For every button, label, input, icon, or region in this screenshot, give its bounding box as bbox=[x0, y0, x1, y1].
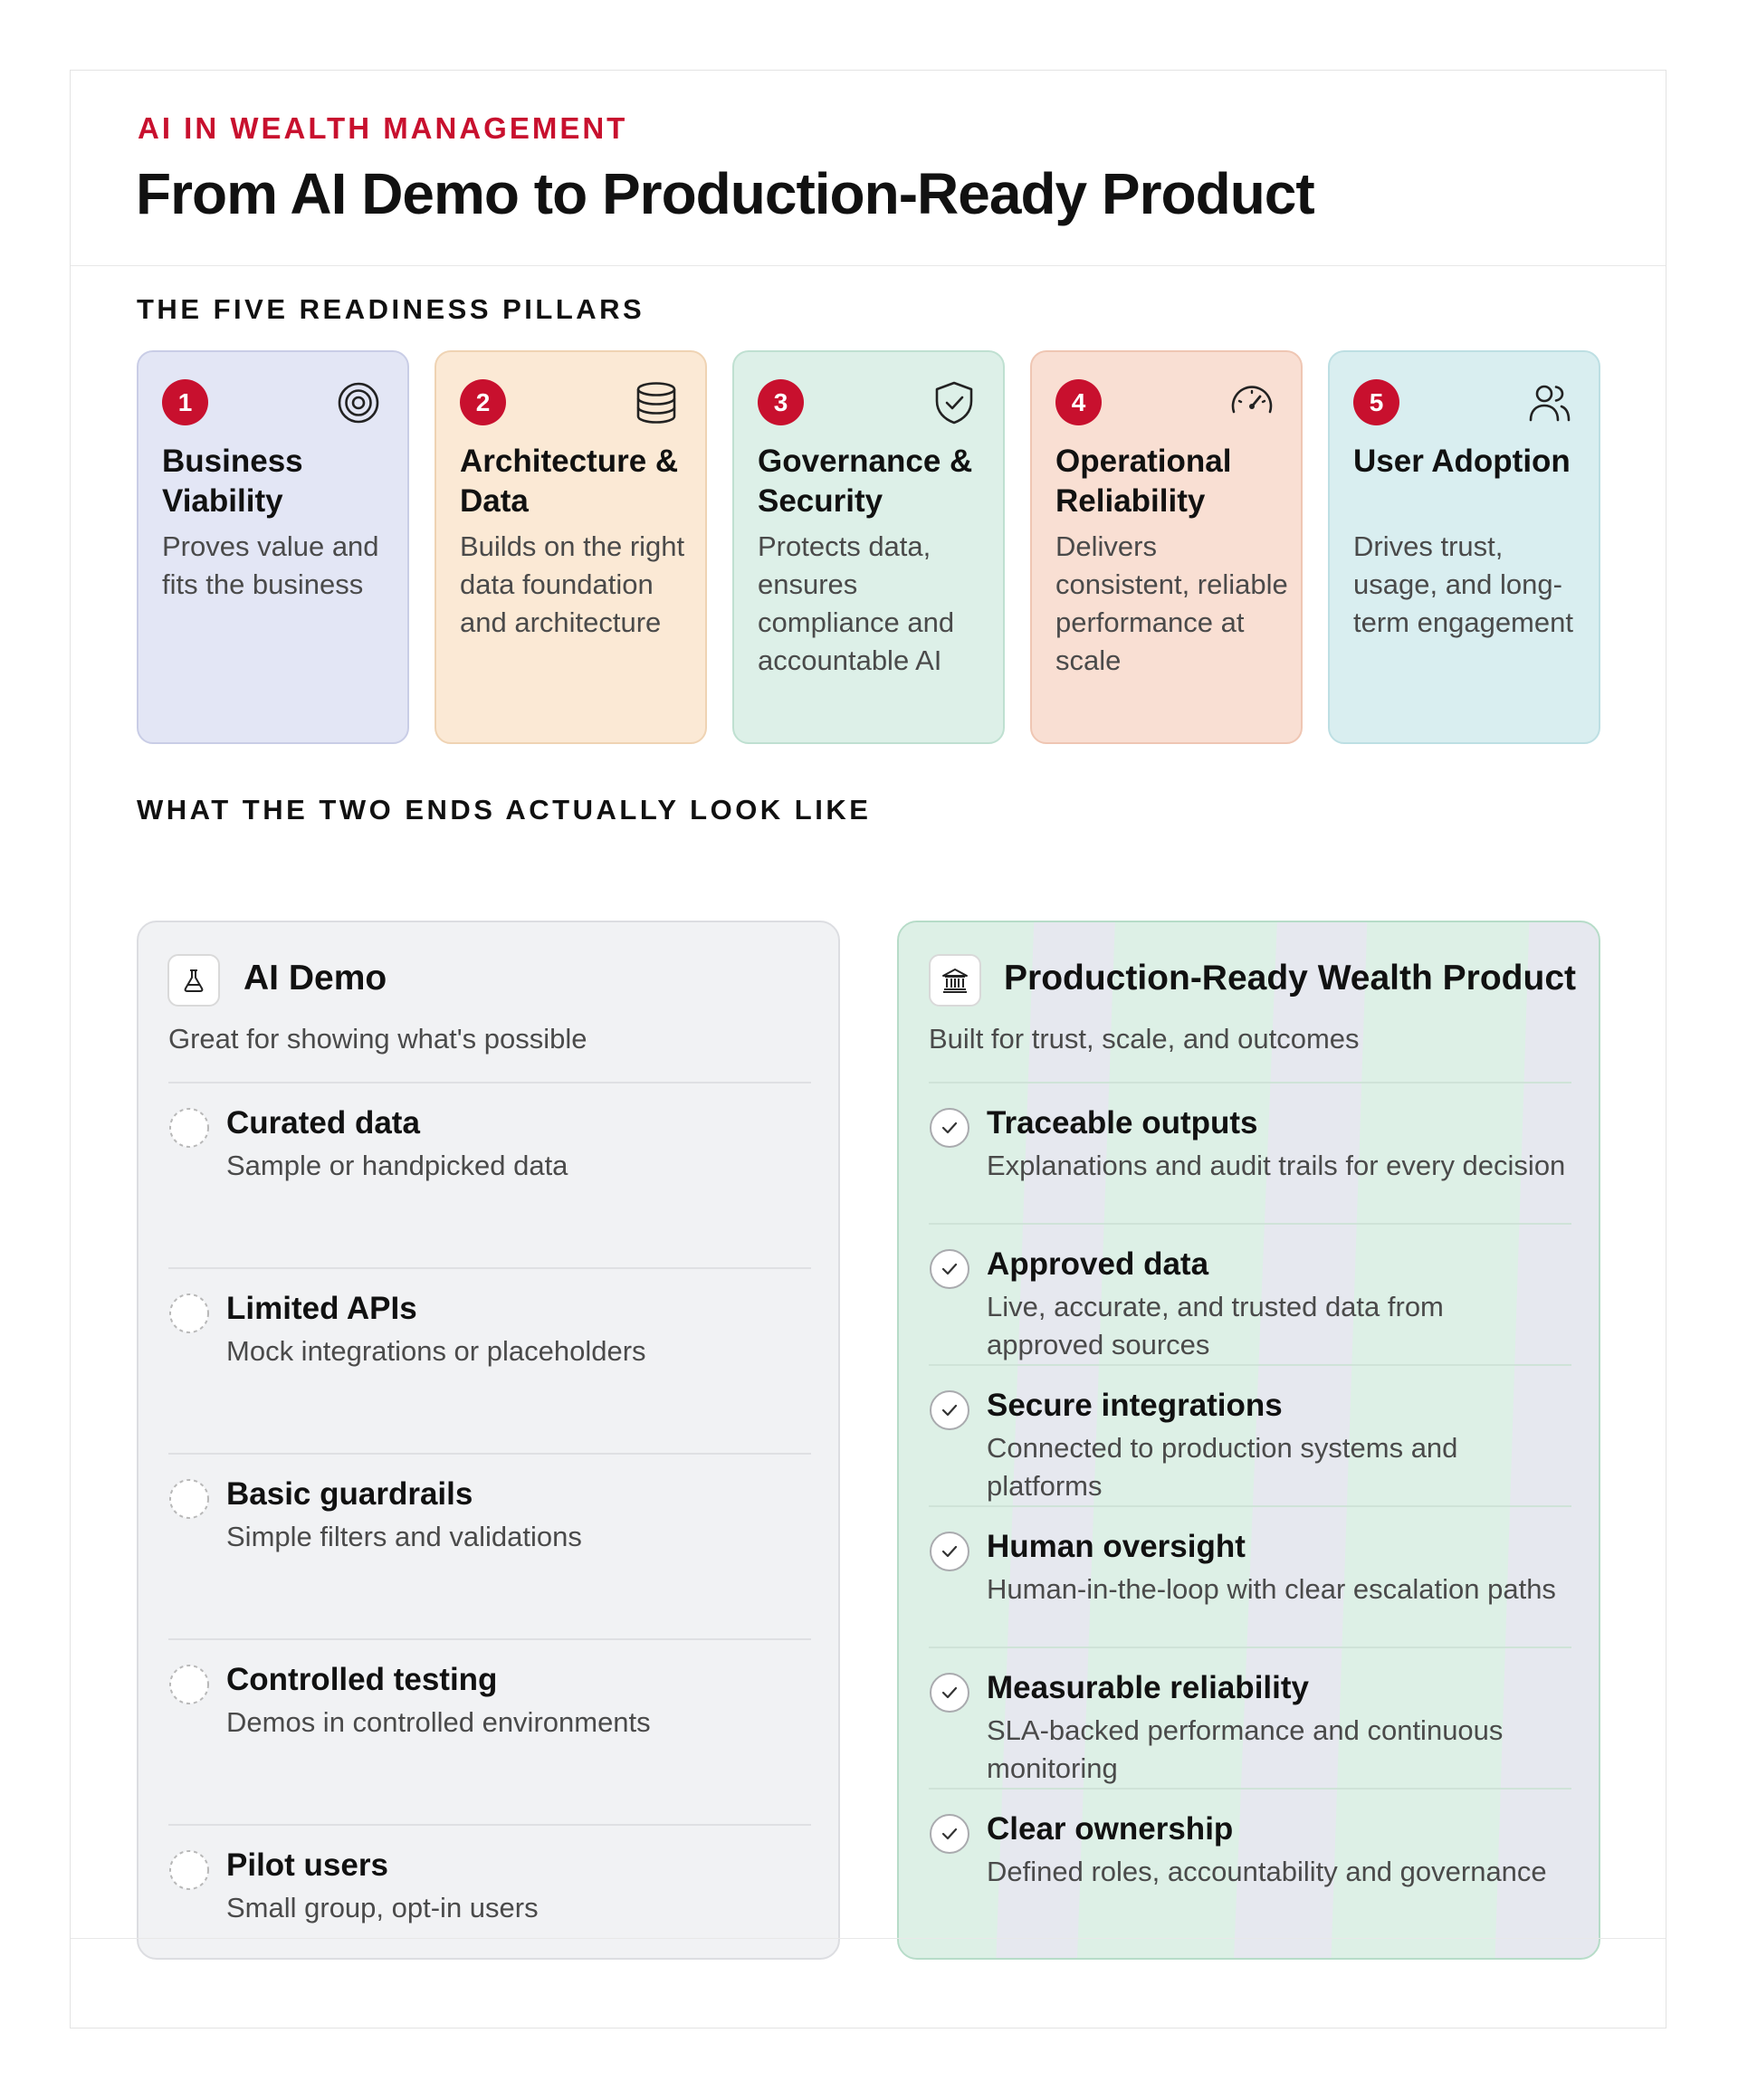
ai-demo-subtitle: Great for showing what's possible bbox=[168, 1023, 587, 1055]
check-circle-icon bbox=[930, 1108, 969, 1148]
pillar-card: 1 Business Viability Proves value and fi… bbox=[137, 350, 409, 744]
list-item: Basic guardrails Simple filters and vali… bbox=[168, 1453, 811, 1552]
pillar-title: Architecture & Data bbox=[460, 444, 679, 519]
list-item: Curated data Sample or handpicked data bbox=[168, 1082, 811, 1181]
production-subtitle: Built for trust, scale, and outcomes bbox=[929, 1023, 1360, 1055]
bank-icon bbox=[929, 954, 981, 1007]
pillars-section-label: THE FIVE READINESS PILLARS bbox=[137, 293, 645, 325]
production-title: Production-Ready Wealth Product bbox=[1004, 959, 1576, 998]
list-item: Controlled testing Demos in controlled e… bbox=[168, 1638, 811, 1738]
infographic-frame: AI IN WEALTH MANAGEMENT From AI Demo to … bbox=[70, 70, 1666, 2028]
pillar-number-badge: 2 bbox=[460, 379, 506, 425]
footer-divider bbox=[71, 1938, 1666, 1939]
users-icon bbox=[1529, 385, 1571, 422]
list-item: Pilot users Small group, opt-in users bbox=[168, 1824, 811, 1923]
list-item: Measurable reliability SLA-backed perfor… bbox=[929, 1647, 1571, 1784]
production-panel: Production-Ready Wealth Product Built fo… bbox=[897, 921, 1600, 1960]
pillar-title: Business Viability bbox=[162, 444, 303, 519]
pillar-number-badge: 3 bbox=[758, 379, 804, 425]
database-icon bbox=[636, 382, 676, 424]
shield-check-icon bbox=[935, 381, 973, 425]
list-item-description: Mock integrations or placeholders bbox=[226, 1335, 646, 1367]
list-item-title: Measurable reliability bbox=[987, 1670, 1309, 1705]
pillar-card: 4 Operational Reliability Delivers consi… bbox=[1030, 350, 1303, 744]
pillars-row: 1 Business Viability Proves value and fi… bbox=[137, 350, 1602, 744]
list-item-title: Traceable outputs bbox=[987, 1105, 1258, 1141]
dashed-circle-icon bbox=[169, 1665, 209, 1704]
list-item-description: Explanations and audit trails for every … bbox=[987, 1150, 1566, 1181]
list-item-title: Clear ownership bbox=[987, 1811, 1234, 1847]
check-circle-icon bbox=[930, 1532, 969, 1571]
pillar-description: Delivers consistent, reliable performanc… bbox=[1055, 530, 1288, 676]
list-item-title: Controlled testing bbox=[226, 1662, 498, 1697]
pillar-number-badge: 4 bbox=[1055, 379, 1102, 425]
list-item: Limited APIs Mock integrations or placeh… bbox=[168, 1267, 811, 1367]
list-item: Approved data Live, accurate, and truste… bbox=[929, 1223, 1571, 1360]
pillar-description: Protects data, ensures compliance and ac… bbox=[758, 530, 955, 676]
dashed-circle-icon bbox=[169, 1850, 209, 1890]
list-item-description: Sample or handpicked data bbox=[226, 1150, 568, 1181]
dashed-circle-icon bbox=[169, 1293, 209, 1333]
list-item-title: Human oversight bbox=[987, 1529, 1246, 1564]
speedometer-icon bbox=[1231, 386, 1273, 414]
list-item: Human oversight Human-in-the-loop with c… bbox=[929, 1505, 1571, 1605]
list-item-description: SLA-backed performance and continuous mo… bbox=[987, 1714, 1504, 1784]
pillar-description: Drives trust, usage, and long-term engag… bbox=[1353, 530, 1573, 638]
dashed-circle-icon bbox=[169, 1108, 209, 1148]
pillar-card: 5 User Adoption Drives trust, usage, and… bbox=[1328, 350, 1600, 744]
eyebrow: AI IN WEALTH MANAGEMENT bbox=[138, 111, 628, 145]
list-item-description: Live, accurate, and trusted data from ap… bbox=[987, 1291, 1444, 1360]
ai-demo-title: AI Demo bbox=[244, 959, 387, 998]
page-title: From AI Demo to Production-Ready Product bbox=[136, 161, 1315, 226]
check-circle-icon bbox=[930, 1390, 969, 1430]
list-item-description: Simple filters and validations bbox=[226, 1521, 582, 1552]
list-item-description: Defined roles, accountability and govern… bbox=[987, 1856, 1547, 1887]
list-item-description: Connected to production systems and plat… bbox=[987, 1432, 1458, 1502]
pillar-card: 2 Architecture & Data Builds on the righ… bbox=[434, 350, 707, 744]
list-item-title: Secure integrations bbox=[987, 1388, 1283, 1423]
list-item-title: Basic guardrails bbox=[226, 1476, 473, 1512]
check-circle-icon bbox=[930, 1249, 969, 1289]
pillar-number-badge: 1 bbox=[162, 379, 208, 425]
ai-demo-panel: AI Demo Great for showing what's possibl… bbox=[137, 921, 840, 1960]
flask-icon bbox=[167, 954, 220, 1007]
list-item-title: Limited APIs bbox=[226, 1291, 417, 1326]
list-item-title: Curated data bbox=[226, 1105, 420, 1141]
header: AI IN WEALTH MANAGEMENT From AI Demo to … bbox=[71, 71, 1666, 266]
pillar-card: 3 Governance & Security Protects data, e… bbox=[732, 350, 1005, 744]
list-item-description: Small group, opt-in users bbox=[226, 1892, 539, 1923]
comparison-section-label: WHAT THE TWO ENDS ACTUALLY LOOK LIKE bbox=[137, 794, 872, 826]
pillar-title: User Adoption bbox=[1353, 444, 1571, 479]
pillar-description: Builds on the right data foundation and … bbox=[460, 530, 685, 638]
pillar-title: Governance & Security bbox=[758, 444, 973, 519]
list-item-description: Human-in-the-loop with clear escalation … bbox=[987, 1573, 1556, 1605]
check-circle-icon bbox=[930, 1814, 969, 1854]
list-item: Traceable outputs Explanations and audit… bbox=[929, 1082, 1571, 1181]
list-item-title: Pilot users bbox=[226, 1847, 388, 1883]
pillar-title: Operational Reliability bbox=[1055, 444, 1232, 519]
check-circle-icon bbox=[930, 1673, 969, 1713]
pillar-number-badge: 5 bbox=[1353, 379, 1399, 425]
list-item-title: Approved data bbox=[987, 1246, 1209, 1282]
list-item: Secure integrations Connected to product… bbox=[929, 1364, 1571, 1502]
pillar-description: Proves value and fits the business bbox=[162, 530, 379, 600]
dashed-circle-icon bbox=[169, 1479, 209, 1519]
list-item: Clear ownership Defined roles, accountab… bbox=[929, 1788, 1571, 1887]
list-item-description: Demos in controlled environments bbox=[226, 1706, 651, 1738]
target-icon bbox=[338, 382, 379, 424]
